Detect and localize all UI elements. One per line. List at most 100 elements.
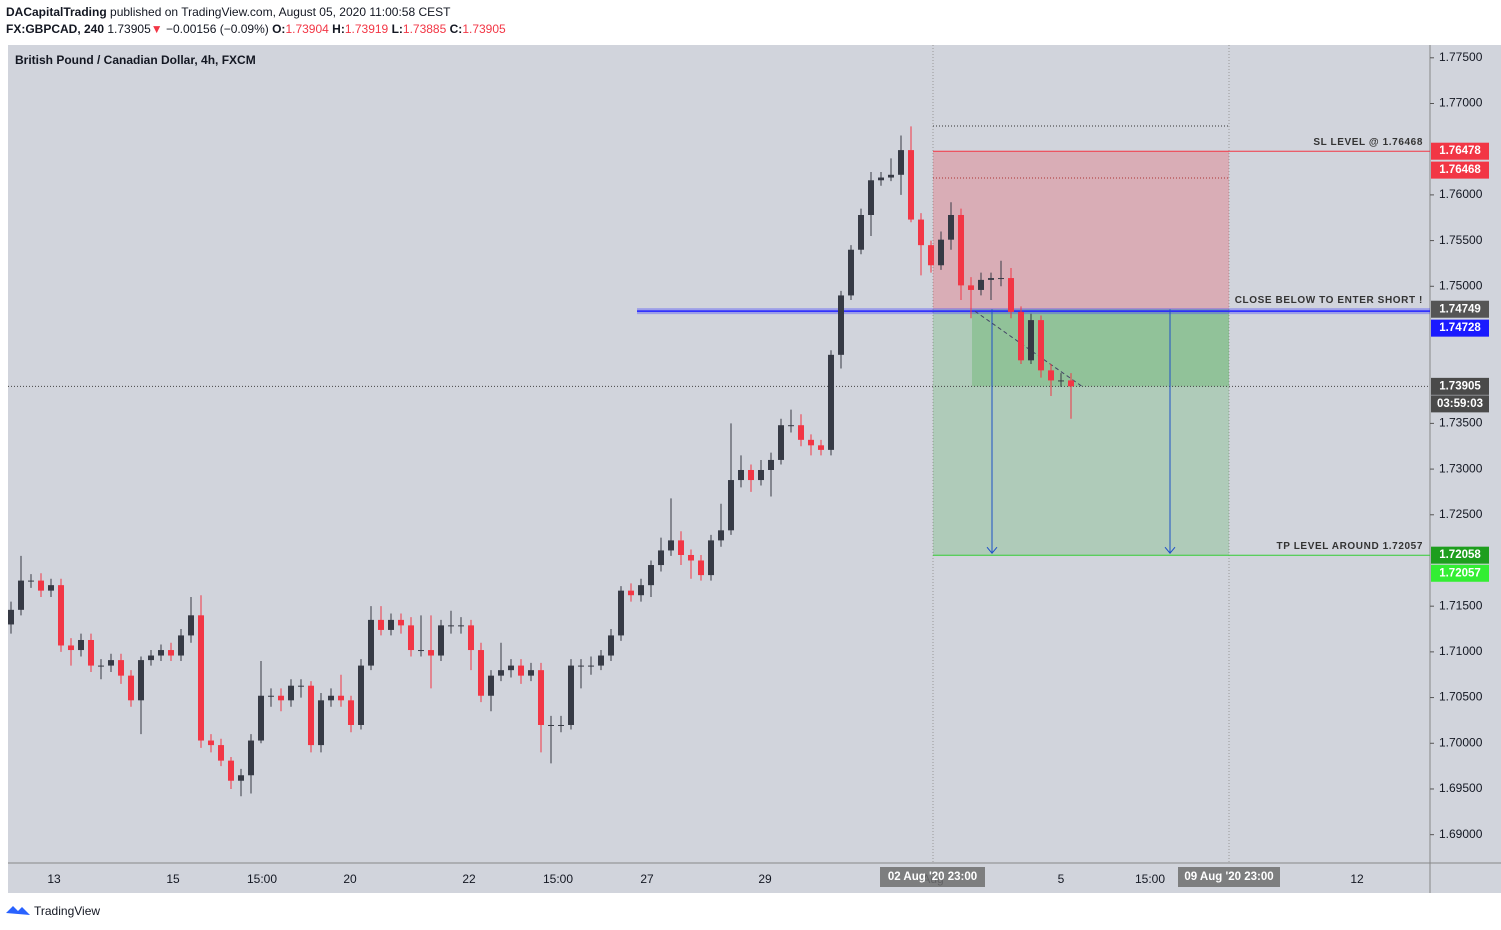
candle-body <box>178 635 184 656</box>
chart-bg <box>8 45 1430 863</box>
candle-body <box>988 278 994 280</box>
price-tag: 1.74728 <box>1439 322 1481 334</box>
candle-body <box>968 285 974 290</box>
candle-body <box>828 354 834 450</box>
candle-body <box>908 150 914 220</box>
candle-body <box>158 650 164 656</box>
candle-body <box>348 700 354 725</box>
x-tick-label: 20 <box>343 872 357 886</box>
candle-body <box>978 279 984 290</box>
candle-body <box>468 625 474 651</box>
candle-body <box>408 625 414 651</box>
candle-body <box>578 665 584 667</box>
candle-body <box>398 619 404 626</box>
candle-body <box>38 580 44 591</box>
candle-body <box>598 655 604 666</box>
candle-body <box>808 439 814 446</box>
candle-body <box>958 214 964 286</box>
candle-body <box>758 469 764 481</box>
candle-body <box>188 615 194 636</box>
candle-body <box>928 245 934 266</box>
candle-body <box>428 650 434 656</box>
date-label-bg <box>880 867 985 887</box>
annotation: SL LEVEL @ 1.76468 <box>1313 137 1423 148</box>
candle-body <box>298 685 304 687</box>
y-tick-label: 1.72500 <box>1439 507 1483 521</box>
y-tick-label: 1.70000 <box>1439 735 1483 749</box>
candle-body <box>628 590 634 596</box>
c: 1.73905 <box>462 22 506 36</box>
candle-body <box>998 278 1004 280</box>
candle-body <box>228 760 234 781</box>
last: 1.73905 <box>107 22 151 36</box>
candle-body <box>728 480 734 531</box>
price-tag-bg <box>1431 377 1489 395</box>
candle-body <box>198 615 204 741</box>
open-profit-zone <box>972 309 1229 387</box>
annotation: TP LEVEL AROUND 1.72057 <box>1277 541 1423 552</box>
candle-body <box>888 174 894 178</box>
y-tick-label: 1.69500 <box>1439 781 1483 795</box>
y-tick-label: 1.73000 <box>1439 461 1483 475</box>
candle-body <box>878 177 884 181</box>
candle-body <box>458 625 464 627</box>
candle-body <box>218 745 224 761</box>
date-label-bg <box>1178 867 1280 887</box>
countdown: 03:59:03 <box>1437 398 1483 410</box>
price-tag: 1.76468 <box>1439 164 1481 176</box>
stop-zone <box>933 151 1229 310</box>
candle-body <box>148 655 154 661</box>
y-tick-label: 1.71500 <box>1439 598 1483 612</box>
price-tag: 1.76478 <box>1439 145 1481 157</box>
c-label: C: <box>450 22 463 36</box>
date-label: 09 Aug '20 23:00 <box>1184 871 1273 883</box>
price-tag-bg <box>1431 546 1489 564</box>
y-tick-label: 1.70500 <box>1439 690 1483 704</box>
candle-body <box>258 695 264 741</box>
header-line-2: FX:GBPCAD, 240 1.73905▼ −0.00156 (−0.09%… <box>6 22 506 36</box>
candle-body <box>698 560 704 576</box>
symbol: FX:GBPCAD, 240 <box>6 22 104 36</box>
candle-body <box>138 660 144 701</box>
candle-body <box>418 650 424 652</box>
y-tick-label: 1.71000 <box>1439 644 1483 658</box>
candle-body <box>1068 380 1074 387</box>
candle-body <box>1038 320 1044 371</box>
candle-body <box>568 665 574 725</box>
candle-body <box>268 695 274 697</box>
candle-body <box>68 645 74 651</box>
x-tick-label: 12 <box>1350 872 1364 886</box>
candle-body <box>358 665 364 725</box>
candle-body <box>948 214 954 240</box>
y-tick-label: 1.73500 <box>1439 416 1483 430</box>
candle-body <box>498 670 504 676</box>
candle-body <box>788 425 794 427</box>
candle-body <box>368 619 374 666</box>
candle-body <box>208 740 214 746</box>
candle-body <box>748 469 754 481</box>
candle-body <box>1058 380 1064 382</box>
price-tag: 1.74749 <box>1439 303 1481 315</box>
candle-body <box>48 585 54 591</box>
arrow-head <box>1164 546 1176 554</box>
candle-body <box>248 740 254 776</box>
x-tick-label: 27 <box>640 872 654 886</box>
candle-body <box>738 469 744 481</box>
target-zone <box>933 309 1229 556</box>
candle-body <box>798 425 804 440</box>
price-tag-bg <box>1431 142 1489 160</box>
candle-body <box>558 724 564 726</box>
candle-body <box>688 554 694 561</box>
candle-body <box>608 635 614 656</box>
candle-body <box>658 550 664 566</box>
candle-body <box>718 530 724 541</box>
candle-body <box>638 585 644 596</box>
candle-body <box>1018 311 1024 361</box>
x-tick-label: 13 <box>47 872 61 886</box>
author: DACapitalTrading <box>6 5 107 19</box>
price-axis-bg <box>1430 45 1501 893</box>
footer: TradingView <box>6 904 100 918</box>
candle-body <box>118 660 124 676</box>
candle-body <box>538 670 544 725</box>
